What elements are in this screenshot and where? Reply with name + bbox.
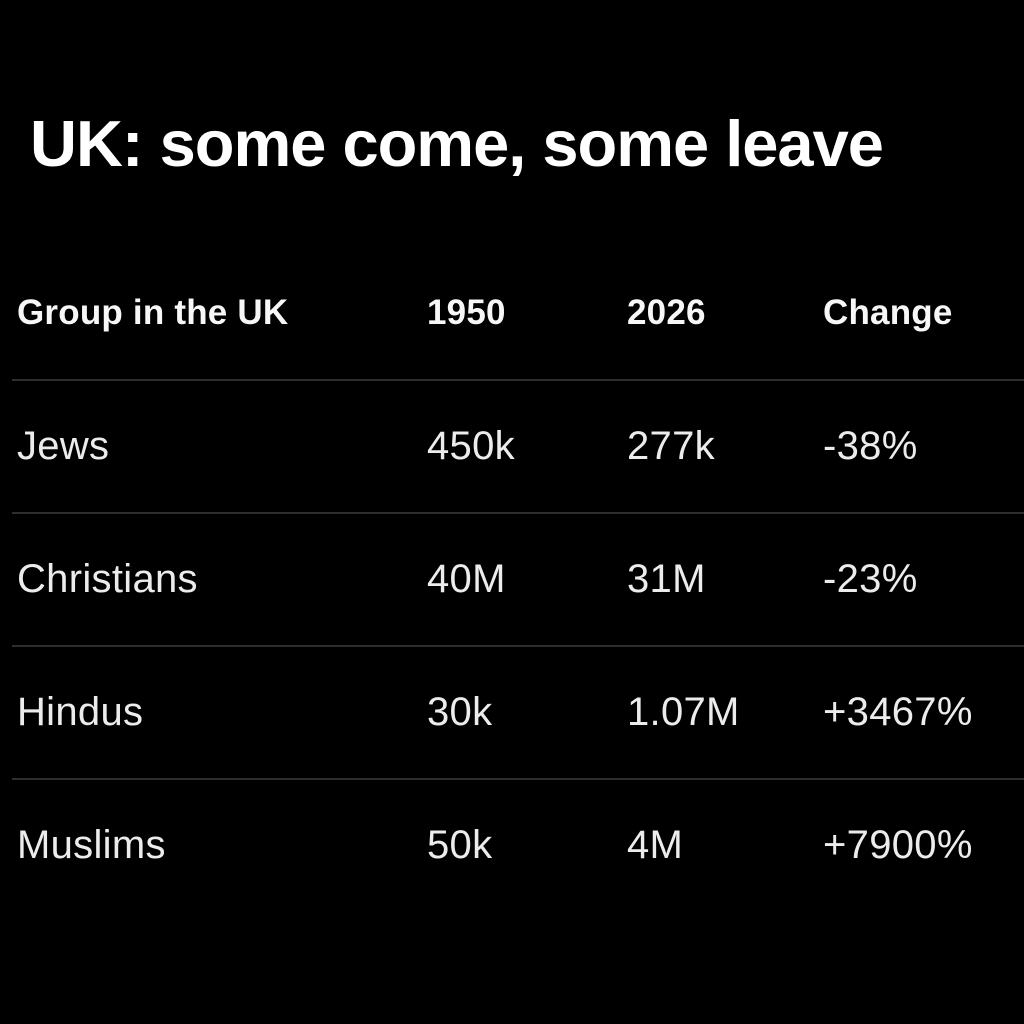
table-row-christians: Christians 40M 31M -23% [12,514,1024,647]
cell-1950: 40M [427,557,506,601]
table-header-row: Group in the UK 1950 2026 Change [12,246,1024,381]
cell-1950: 50k [427,823,493,867]
header-group: Group in the UK [17,292,289,332]
table-row-jews: Jews 450k 277k -38% [12,381,1024,514]
page-title: UK: some come, some leave [30,107,884,180]
cell-change: +7900% [823,823,973,867]
cell-2026: 4M [627,823,684,867]
cell-1950: 450k [427,424,515,468]
cell-1950: 30k [427,690,493,734]
cell-group: Hindus [17,690,144,734]
header-1950: 1950 [427,292,506,332]
table-row-hindus: Hindus 30k 1.07M +3467% [12,647,1024,780]
table-row-muslims: Muslims 50k 4M +7900% [12,780,1024,911]
cell-group: Christians [17,557,198,601]
header-2026: 2026 [627,292,706,332]
cell-change: -23% [823,557,918,601]
cell-2026: 1.07M [627,690,740,734]
cell-group: Jews [17,424,110,468]
cell-change: +3467% [823,690,973,734]
cell-2026: 31M [627,557,706,601]
cell-group: Muslims [17,823,166,867]
header-change: Change [823,292,953,332]
cell-change: -38% [823,424,918,468]
population-table: Group in the UK 1950 2026 Change Jews 45… [12,246,1024,911]
cell-2026: 277k [627,424,715,468]
